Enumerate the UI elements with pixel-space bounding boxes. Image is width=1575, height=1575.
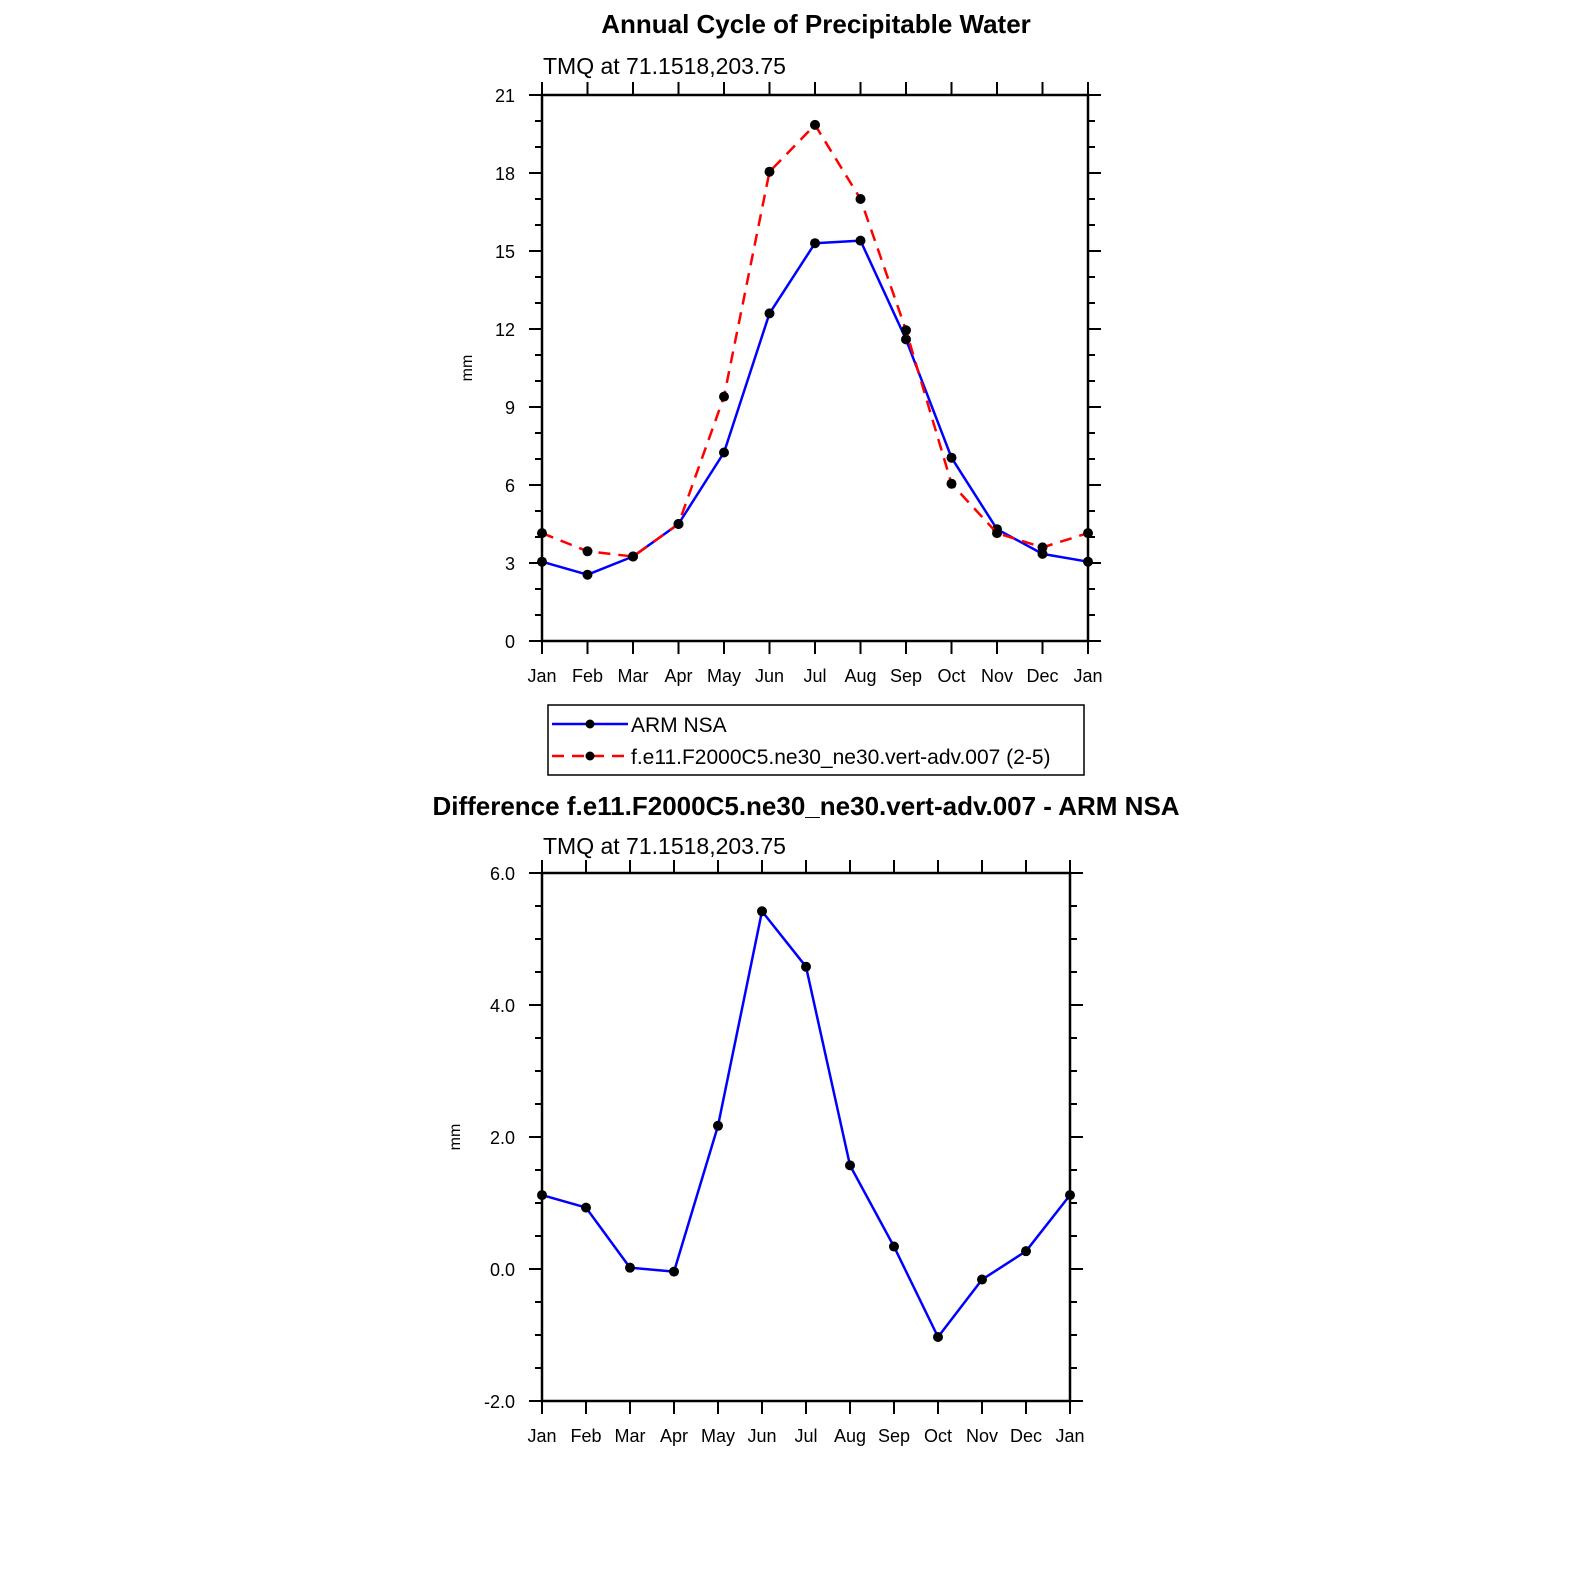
data-point [1083,556,1093,567]
x-tick-label: Jul [803,666,826,686]
data-point [713,1120,723,1131]
chart-subtitle: TMQ at 71.1518,203.75 [543,53,786,79]
legend-label-model: f.e11.F2000C5.ne30_ne30.vert-adv.007 (2-… [631,746,1051,769]
data-point [933,1331,943,1342]
legend: ARM NSA f.e11.F2000C5.ne30_ne30.vert-adv… [547,704,1085,776]
data-point [810,238,820,249]
data-point [719,447,729,458]
chart-subtitle: TMQ at 71.1518,203.75 [543,833,786,859]
data-point [889,1241,899,1252]
data-point [582,546,593,557]
y-tick-label: 21 [495,86,515,106]
x-tick-label: Jun [747,1426,776,1446]
x-tick-label: Oct [924,1426,952,1446]
data-point [992,528,1002,539]
data-point [845,1160,855,1171]
data-point [581,1202,591,1213]
y-tick-label: 0 [505,632,515,652]
x-tick-label: Jan [527,666,556,686]
x-tick-label: Feb [570,1426,601,1446]
x-tick-label: Mar [618,666,649,686]
data-point [764,166,775,177]
x-tick-label: Jan [1055,1426,1084,1446]
y-tick-label: 18 [495,164,515,184]
data-point [628,551,638,562]
data-point [1037,542,1048,553]
data-point [669,1266,679,1277]
data-point [537,1190,547,1201]
x-tick-label: Apr [660,1426,688,1446]
data-point [625,1262,635,1273]
x-tick-label: Jul [794,1426,817,1446]
data-point [537,528,547,539]
y-tick-label: 6.0 [490,864,515,884]
data-point [1083,528,1093,539]
x-tick-label: May [701,1426,735,1446]
chart-title: Difference f.e11.F2000C5.ne30_ne30.vert-… [432,791,1179,821]
x-tick-label: Jun [755,666,784,686]
x-tick-label: Jan [1073,666,1102,686]
plot-area: Jan Feb Mar Apr May Jun Jul Aug Sep Oct Nov Dec Jan-… [447,860,1085,1446]
y-axis-label: mm [447,1124,464,1151]
data-point [537,556,547,567]
data-point [855,235,866,246]
x-tick-label: Oct [937,666,965,686]
x-tick-label: Sep [878,1426,910,1446]
y-axis-label: mm [459,355,476,382]
chart-title: Annual Cycle of Precipitable Water [601,9,1031,39]
series-line-0 [541,910,1071,1339]
x-tick-label: Jan [527,1426,556,1446]
plot-area: Jan Feb Mar Apr May Jun Jul Aug Sep Oct Nov Dec Jan 0… [459,82,1103,686]
data-point [946,478,957,489]
plot-frame [540,871,1072,1403]
data-point [1065,1190,1075,1201]
data-point [1021,1246,1031,1257]
data-point [764,308,775,319]
x-tick-label: May [707,666,741,686]
series-line-0 [541,239,1089,576]
data-point [582,569,593,580]
legend-box [547,704,1085,776]
x-tick-label: Mar [615,1426,646,1446]
y-tick-label: 6 [505,476,515,496]
series-line-1 [541,123,1089,558]
data-point [801,961,811,972]
data-point [946,452,957,463]
x-tick-label: Dec [1010,1426,1042,1446]
difference-panel: Difference f.e11.F2000C5.ne30_ne30.vert-… [432,791,1179,1446]
y-tick-label: 0.0 [490,1260,515,1280]
y-tick-label: 3 [505,554,515,574]
x-tick-label: Dec [1026,666,1058,686]
legend-entry-model: f.e11.F2000C5.ne30_ne30.vert-adv.007 (2-… [552,746,1051,769]
legend-label-arm-nsa: ARM NSA [631,714,727,737]
x-tick-label: Aug [844,666,876,686]
y-tick-label: 12 [495,320,515,340]
y-tick-label: -2.0 [484,1392,515,1412]
x-tick-label: Feb [572,666,603,686]
legend-entry-arm-nsa: ARM NSA [552,714,727,737]
x-tick-label: Aug [834,1426,866,1446]
x-tick-label: Nov [981,666,1013,686]
data-point [901,325,911,336]
data-point [977,1274,987,1285]
legend-marker [585,751,595,761]
legend-marker [585,719,595,729]
data-point [855,194,866,204]
y-tick-label: 15 [495,242,515,262]
data-point [810,119,820,130]
data-point [901,334,911,345]
data-point [757,906,767,917]
y-tick-label: 9 [505,398,515,418]
x-tick-label: Apr [664,666,692,686]
x-tick-label: Sep [890,666,922,686]
data-point [673,519,684,529]
y-tick-label: 4.0 [490,996,515,1016]
x-tick-label: Nov [966,1426,998,1446]
annual-cycle-panel: Annual Cycle of Precipitable Water TMQ a… [459,9,1103,776]
y-tick-label: 2.0 [490,1128,515,1148]
data-point [719,391,729,402]
